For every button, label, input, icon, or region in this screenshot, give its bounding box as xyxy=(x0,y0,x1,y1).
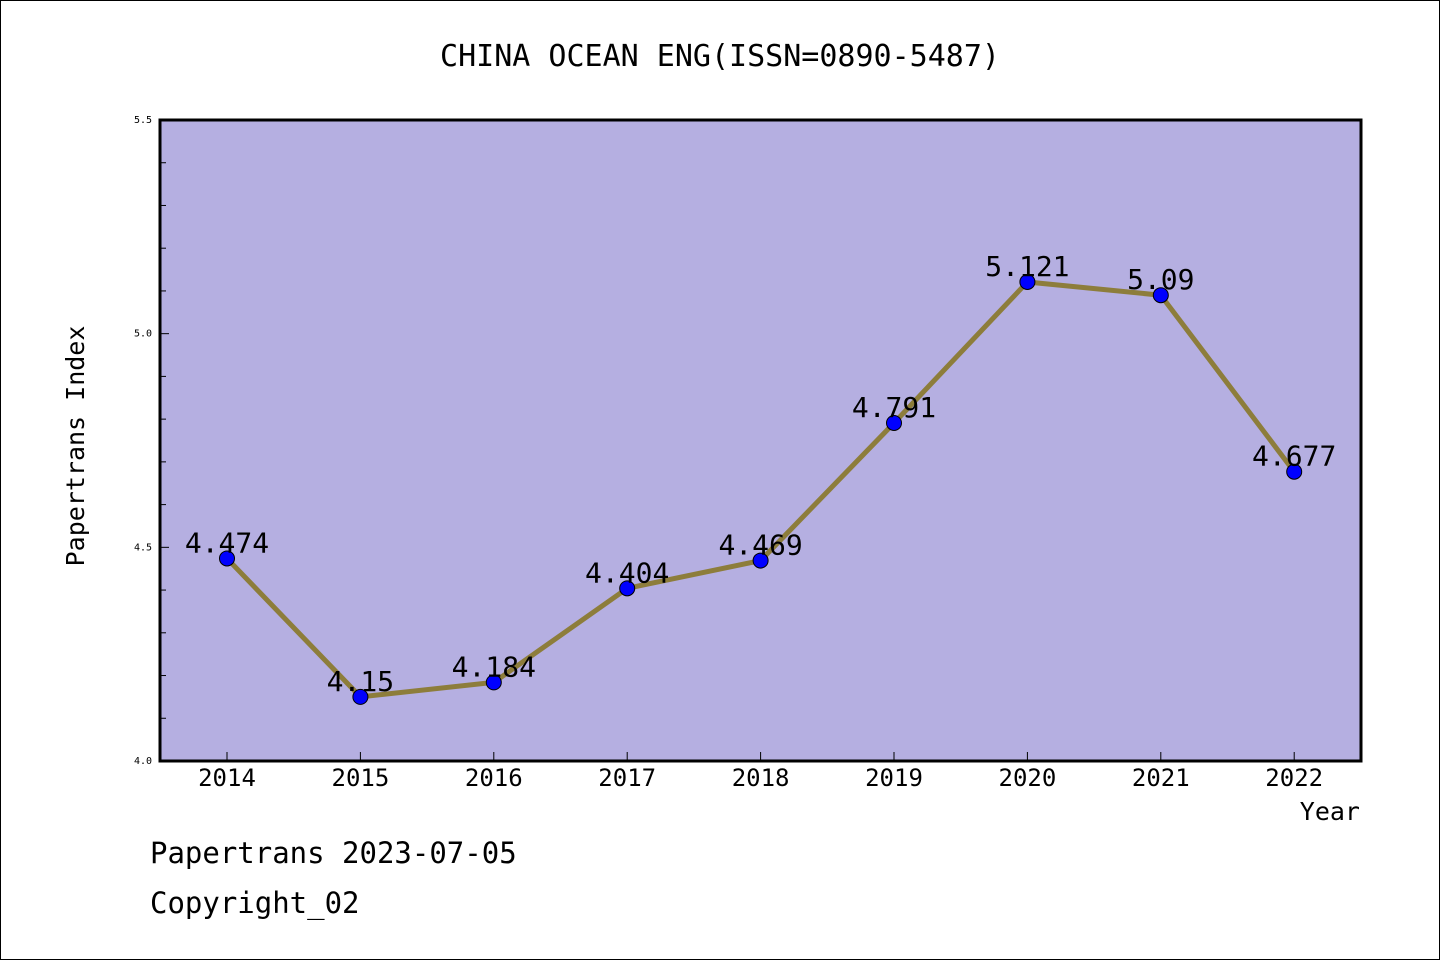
data-point xyxy=(485,674,502,691)
plot-area xyxy=(158,118,1363,763)
data-value-label: 4.677 xyxy=(1252,440,1336,473)
x-axis-label: Year xyxy=(1300,797,1360,826)
y-tick-label: 4.5 xyxy=(134,542,152,553)
y-tick-label: 4.0 xyxy=(134,756,152,767)
data-value-labels: 4.474 4.15 4.184 4.404 4.469 4.791 5.121 5.09 4.… xyxy=(185,250,1336,698)
x-ticks xyxy=(226,752,1295,761)
y-minor-ticks xyxy=(160,119,169,762)
data-value-label: 4.469 xyxy=(718,529,802,562)
x-tick-label: 2014 xyxy=(198,764,256,792)
y-axis-label: Papertrans Index xyxy=(61,326,90,567)
data-value-label: 5.121 xyxy=(985,250,1069,283)
x-tick-label: 2019 xyxy=(865,764,923,792)
data-point xyxy=(1019,273,1036,290)
x-tick-labels: 2014 2015 2016 2017 2018 2019 2020 2021 2022 xyxy=(198,764,1323,792)
x-tick-label: 2015 xyxy=(332,764,390,792)
y-tick-labels: 4.0 4.5 5.0 5.5 xyxy=(134,115,152,767)
data-point xyxy=(1152,287,1169,304)
data-point xyxy=(619,580,636,597)
x-tick-label: 2022 xyxy=(1265,764,1323,792)
footer-date: Papertrans 2023-07-05 xyxy=(150,836,517,870)
data-point xyxy=(1286,463,1303,480)
y-tick-label: 5.0 xyxy=(134,329,152,340)
data-point xyxy=(219,550,235,567)
footer-copyright: Copyright_02 xyxy=(150,886,360,920)
x-tick-label: 2018 xyxy=(732,764,790,792)
data-value-label: 5.09 xyxy=(1127,263,1194,296)
data-value-label: 4.184 xyxy=(452,650,536,683)
x-tick-label: 2017 xyxy=(598,764,656,792)
data-value-label: 4.474 xyxy=(185,526,269,559)
data-point xyxy=(886,414,902,431)
x-tick-label: 2021 xyxy=(1132,764,1190,792)
x-tick-label: 2016 xyxy=(465,764,523,792)
data-value-label: 4.791 xyxy=(852,391,936,424)
data-value-label: 4.404 xyxy=(585,556,669,589)
data-value-label: 4.15 xyxy=(327,665,394,698)
x-tick-label: 2020 xyxy=(999,764,1057,792)
data-point xyxy=(752,552,769,569)
data-point xyxy=(352,688,369,705)
chart-title: CHINA OCEAN ENG(ISSN=0890-5487) xyxy=(440,39,1000,74)
y-tick-label: 5.5 xyxy=(134,115,152,126)
data-markers xyxy=(219,273,1303,705)
